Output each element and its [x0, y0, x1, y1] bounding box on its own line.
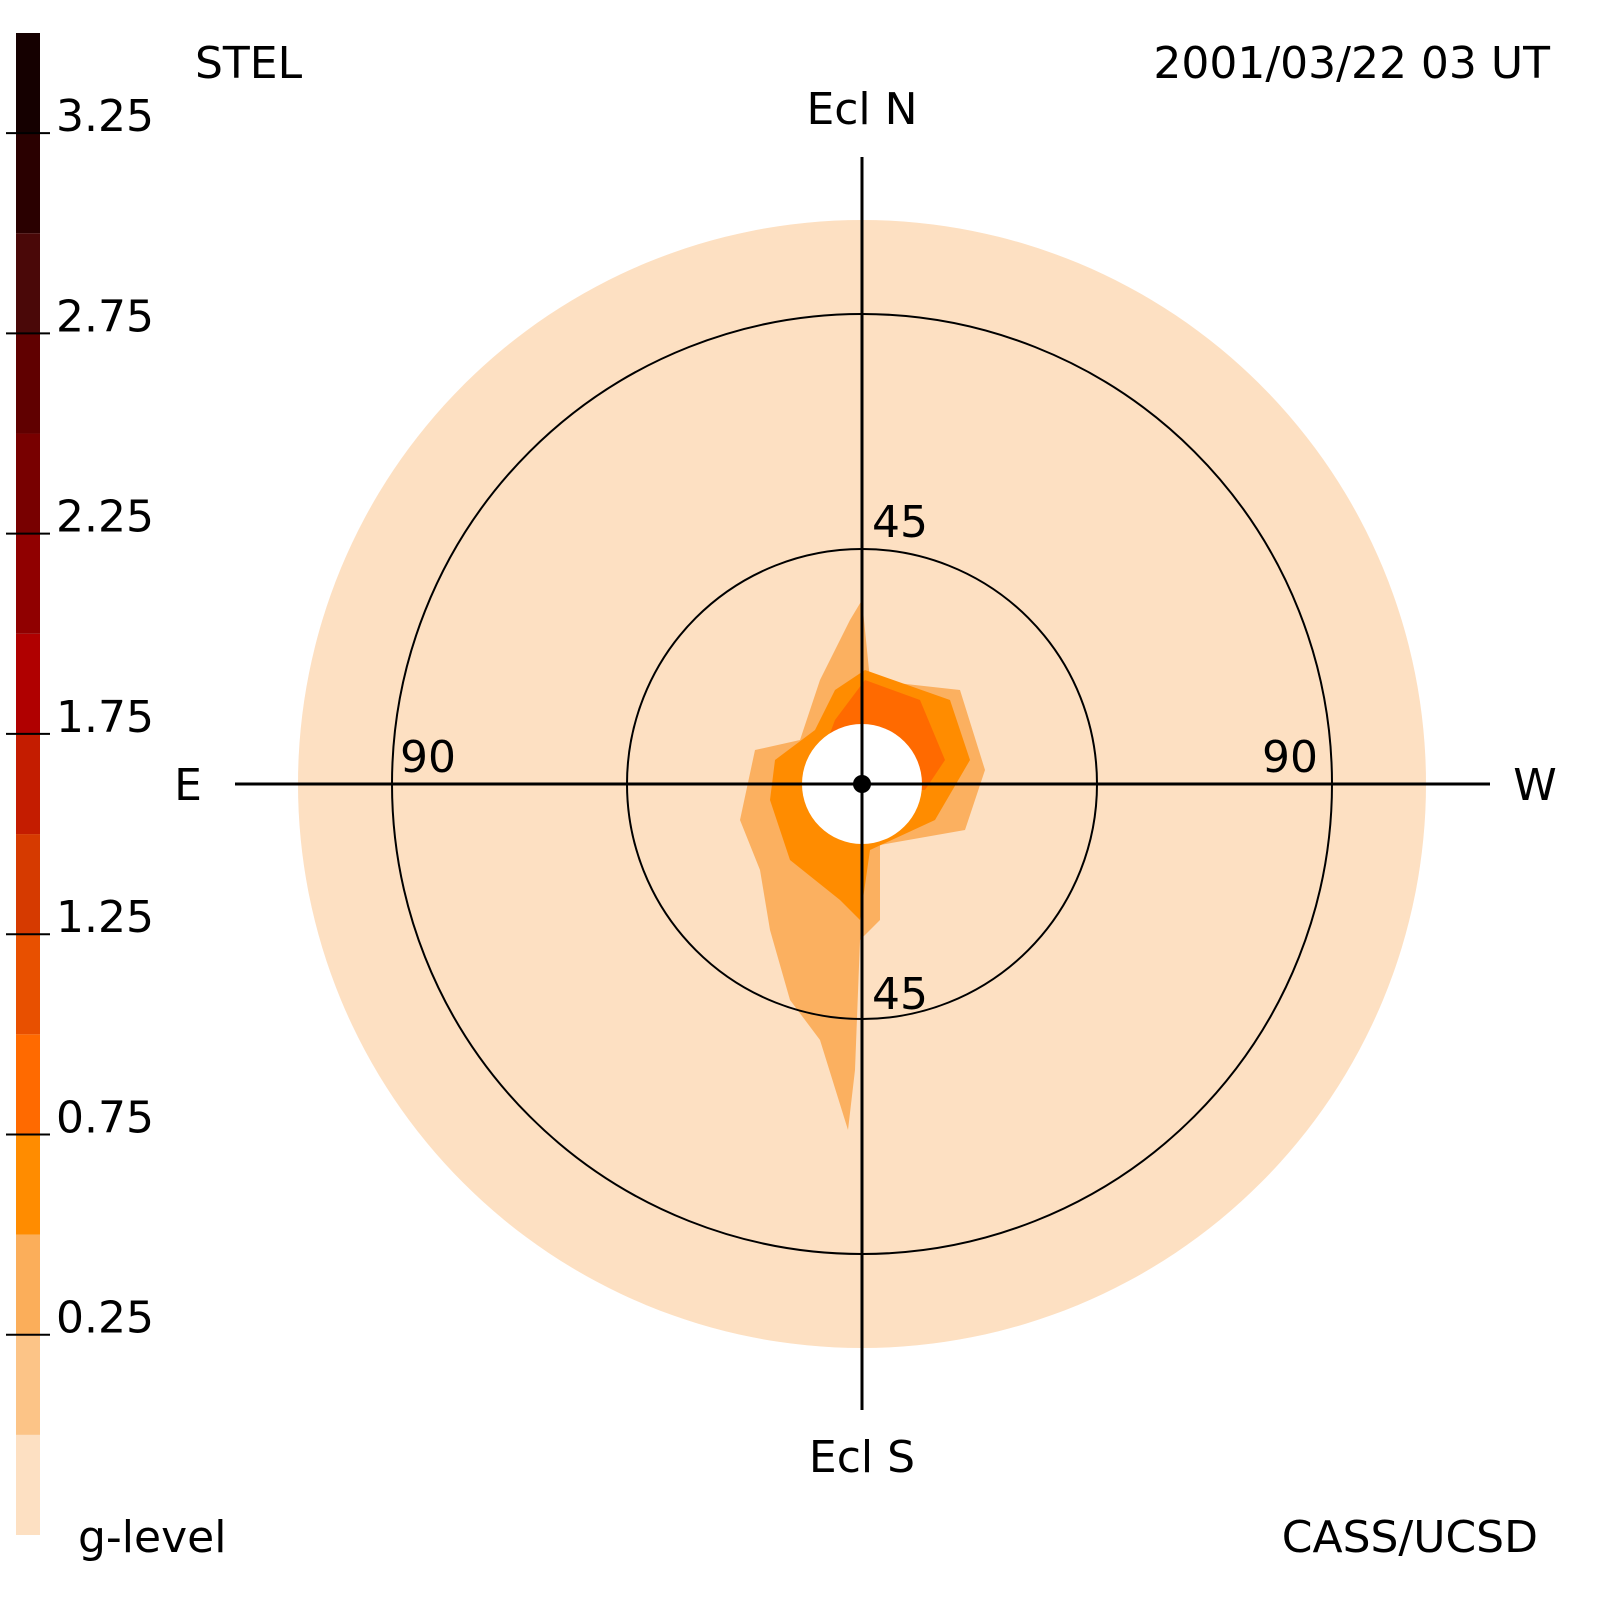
- colorbar-band: [16, 1434, 40, 1535]
- ring-label: 90: [1262, 732, 1318, 783]
- ring-label: 45: [872, 969, 928, 1020]
- ring-label: 90: [400, 732, 456, 783]
- credit: CASS/UCSD: [1282, 1512, 1538, 1563]
- south-label: Ecl S: [809, 1432, 915, 1483]
- colorbar-tick-label: 1.25: [56, 892, 154, 943]
- timestamp: 2001/03/22 03 UT: [1153, 38, 1550, 89]
- west-label: W: [1513, 760, 1557, 811]
- colorbar-band: [16, 133, 40, 234]
- colorbar-band: [16, 333, 40, 434]
- colorbar-band: [16, 834, 40, 935]
- colorbar-tick-label: 2.75: [56, 291, 154, 342]
- sun-center: [853, 775, 871, 793]
- colorbar-band: [16, 533, 40, 634]
- colorbar: 0.25 0.75 1.25 1.75 2.25 2.75 3.25: [6, 33, 154, 1535]
- colorbar-tick-label: 2.25: [56, 492, 154, 543]
- colorbar-label: g-level: [78, 1512, 226, 1563]
- colorbar-band: [16, 1034, 40, 1135]
- colorbar-band: [16, 33, 40, 134]
- colorbar-band: [16, 233, 40, 334]
- colorbar-band: [16, 633, 40, 734]
- colorbar-band: [16, 733, 40, 835]
- colorbar-tick-label: 0.75: [56, 1092, 154, 1143]
- colorbar-tick-label: 1.75: [56, 692, 154, 743]
- colorbar-band: [16, 934, 40, 1035]
- ring-label: 45: [872, 497, 928, 548]
- colorbar-tick-label: 0.25: [56, 1293, 154, 1344]
- colorbar-tick-label: 3.25: [56, 91, 154, 142]
- colorbar-band: [16, 433, 40, 534]
- title: STEL: [195, 38, 303, 89]
- colorbar-band: [16, 1234, 40, 1335]
- colorbar-band: [16, 1334, 40, 1435]
- north-label: Ecl N: [806, 84, 917, 135]
- east-label: E: [174, 760, 202, 811]
- colorbar-band: [16, 1134, 40, 1235]
